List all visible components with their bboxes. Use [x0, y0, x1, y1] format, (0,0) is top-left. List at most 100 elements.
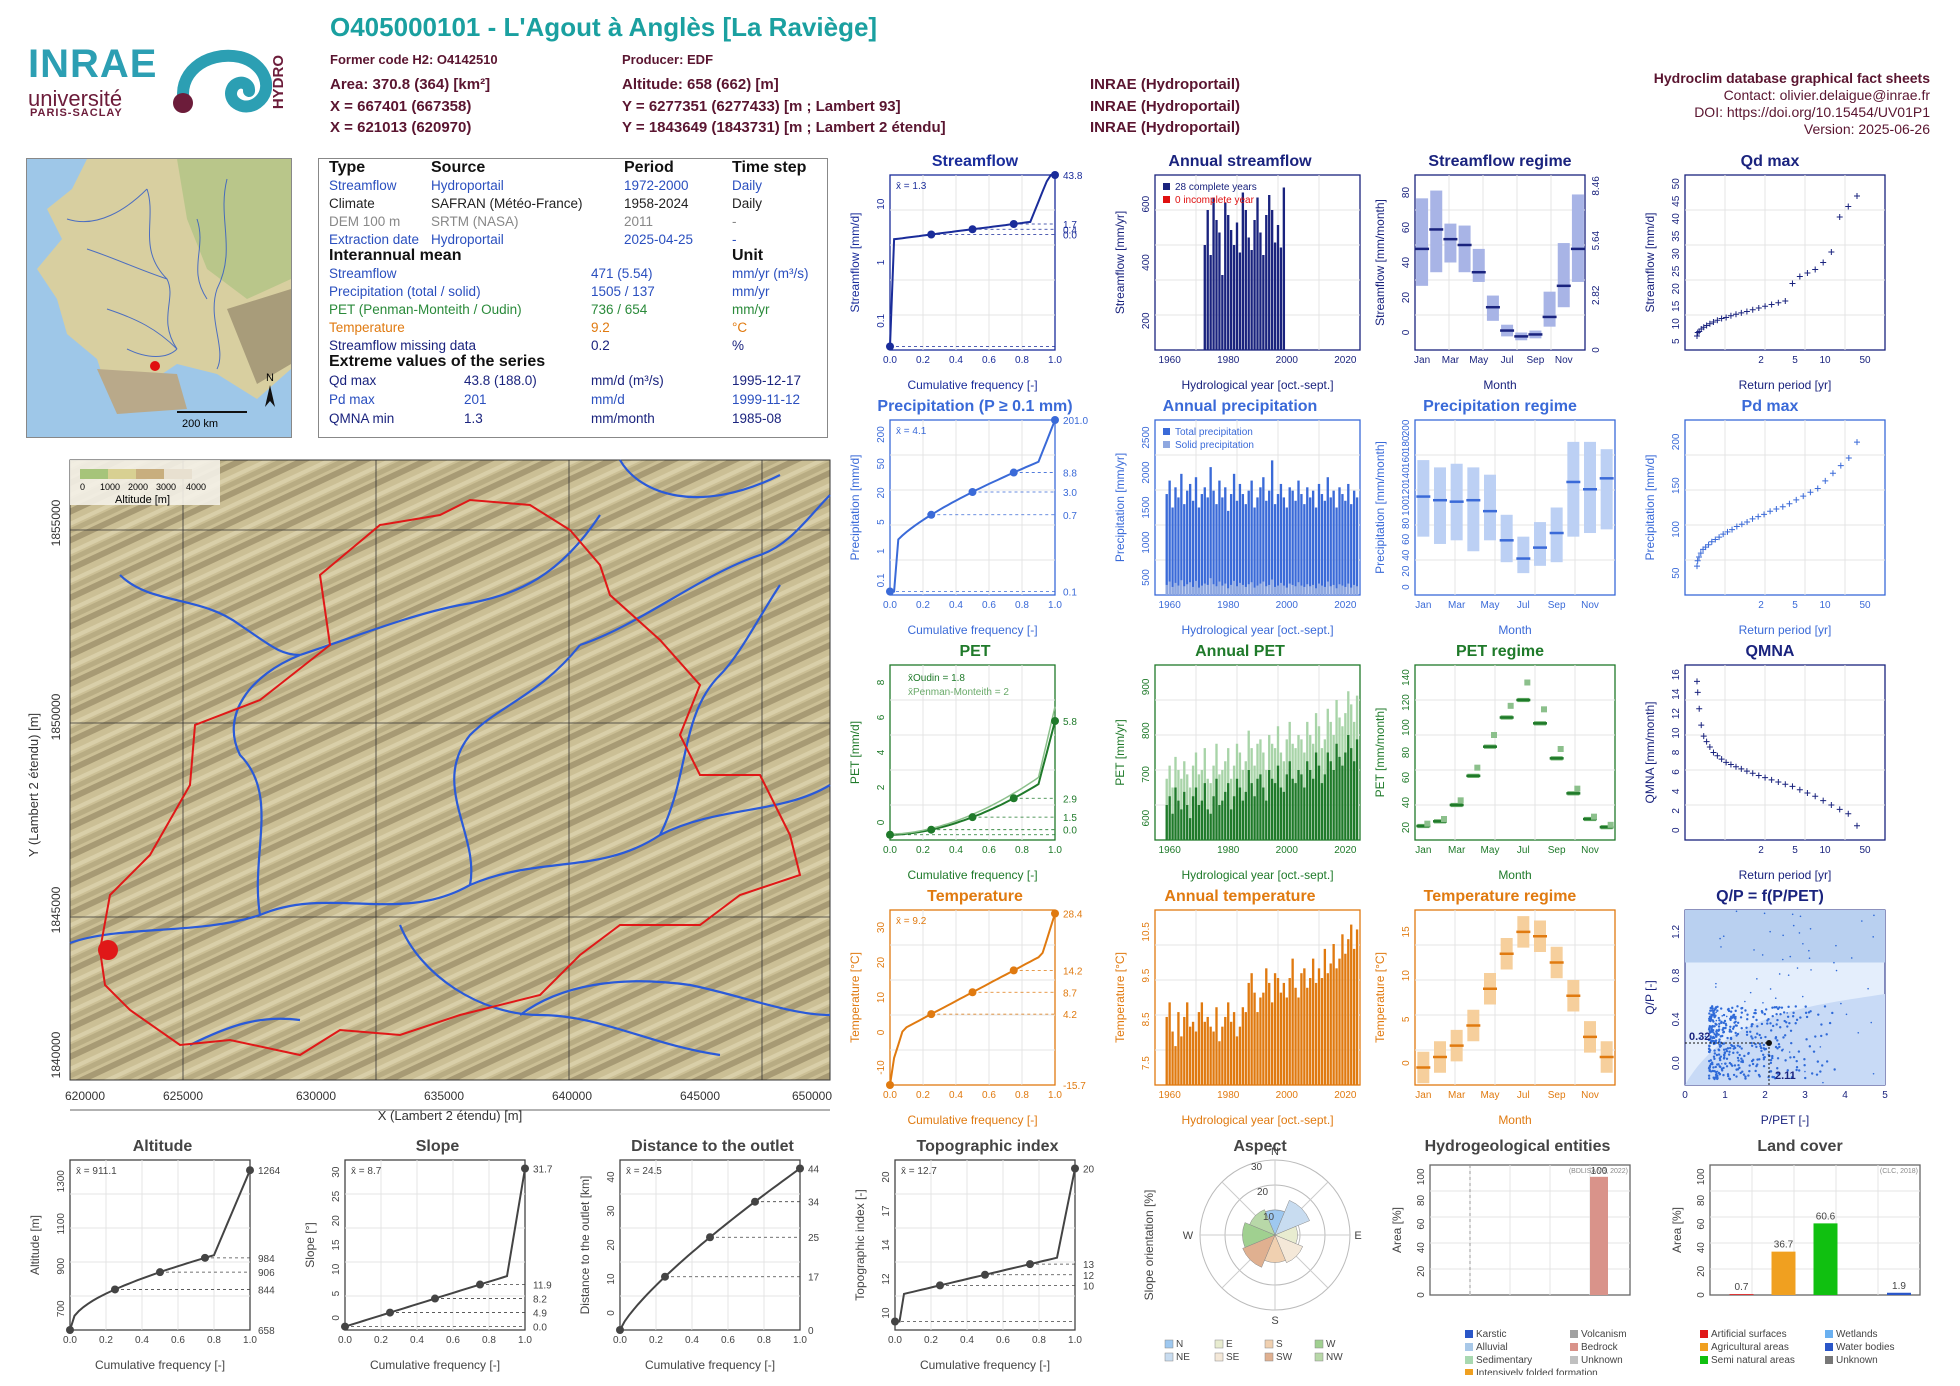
data-point [1787, 974, 1790, 976]
mean-label: x̄ = 8.7 [351, 1166, 382, 1177]
legend-entry: Volcanism [1581, 1329, 1627, 1340]
x-tick: 1980 [1217, 355, 1240, 366]
data-point [1713, 1032, 1716, 1036]
data-point [1743, 1054, 1746, 1058]
bar-solid [1311, 584, 1315, 595]
right-tick: 0.0 [1063, 231, 1077, 242]
legend-entry: 0 incomplete year [1175, 195, 1255, 206]
y-axis-label: Area [%] [1390, 1207, 1404, 1253]
bar-solid [1180, 580, 1183, 595]
chart-title: Hydrogeological entities [1425, 1138, 1611, 1155]
data-point [1734, 1031, 1737, 1035]
bar [1300, 774, 1303, 840]
data-point [1719, 1035, 1722, 1038]
data-point [1803, 1063, 1806, 1067]
legend-swatch [1163, 428, 1170, 435]
chart-title: Topographic index [917, 1138, 1059, 1155]
data-point [1756, 1063, 1759, 1066]
data-point [1784, 1059, 1787, 1062]
legend-swatch [1465, 1343, 1473, 1351]
bar-solid [1270, 579, 1274, 595]
bar [1244, 504, 1247, 595]
x-tick: 5 [1792, 845, 1798, 856]
data-point [1747, 1051, 1750, 1055]
data-point [1795, 1068, 1798, 1072]
plot-frame [69, 1159, 251, 1331]
y-tick: 40 [1671, 213, 1682, 225]
bar [1194, 477, 1198, 595]
y-tick: 1.2 [1671, 924, 1682, 938]
y-tick: 10 [1401, 970, 1412, 982]
data-point [1723, 759, 1730, 766]
legend-tick: 3000 [156, 482, 176, 492]
bar [1235, 222, 1239, 350]
data-point [1709, 1019, 1712, 1023]
y-axis-label: Streamflow [mm/month] [1373, 199, 1387, 326]
bar [1288, 487, 1291, 595]
data-point [1721, 1015, 1724, 1017]
data-point [1799, 1016, 1802, 1019]
data-point [1722, 935, 1725, 938]
bar [1320, 783, 1324, 840]
data-point [1708, 1069, 1711, 1073]
data-point [1762, 1064, 1766, 1068]
y-tick: 100 [1696, 1168, 1707, 1185]
data-point [1749, 1030, 1752, 1033]
data-point [1722, 1066, 1725, 1070]
data-point [1786, 500, 1793, 507]
data-point [1764, 1047, 1768, 1051]
direction-label: S [1271, 1315, 1278, 1327]
source-1: INRAE (Hydroportail) [1090, 76, 1240, 93]
x-tick: 2020 [1334, 355, 1357, 366]
y-axis-label: Area [%] [1670, 1207, 1684, 1253]
right-tick: 11.9 [533, 1281, 552, 1292]
bar-solid [1268, 584, 1271, 595]
data-point [1845, 1013, 1848, 1016]
bar [1238, 1026, 1242, 1085]
data-point [1754, 1042, 1757, 1046]
col-source: Source [431, 159, 486, 176]
x-tick: 5 [1792, 355, 1798, 366]
y-tick: 9.5 [1141, 968, 1152, 982]
x-tick: 0.2 [916, 1090, 930, 1101]
data-point [1762, 1056, 1766, 1059]
bar [1303, 787, 1306, 840]
plot-frame [889, 909, 1056, 1086]
x-tick: Jul [1517, 600, 1530, 611]
data-point [1759, 1036, 1763, 1040]
bar [1224, 202, 1227, 350]
chart-title: Q/P = f(P/PET) [1716, 888, 1824, 905]
bar-solid [1227, 588, 1230, 595]
y-tick: 15 [1671, 300, 1682, 312]
data-point [1762, 1001, 1764, 1004]
box-range [1430, 190, 1443, 273]
row-type: Streamflow [329, 178, 397, 193]
data-point [1728, 1077, 1731, 1080]
data-point [1752, 1015, 1755, 1019]
data-point [1722, 1031, 1725, 1034]
data-point [1779, 1026, 1782, 1029]
right-tick: 844 [258, 1285, 275, 1296]
y-tick: 4 [1671, 788, 1682, 794]
right-tick: 0.4 [1063, 225, 1077, 236]
bar [1332, 770, 1335, 840]
bar [1335, 507, 1338, 595]
box-range [1458, 225, 1471, 273]
bar [1188, 1026, 1192, 1085]
bar [1247, 770, 1250, 840]
x-tick: 0.6 [982, 845, 996, 856]
y-tick: 140 [1401, 467, 1412, 484]
chart-annual_streamflow: Annual streamflow Streamflow [mm/yr] Hydro… [1113, 153, 1361, 392]
bar [1206, 210, 1209, 350]
data-point [1731, 1064, 1734, 1067]
mean-label: Precipitation (total / solid) [329, 284, 481, 299]
box-range [1571, 194, 1584, 282]
map-grid [70, 460, 830, 1111]
data-point [1803, 1058, 1806, 1061]
y-tick: 2 [1671, 808, 1682, 814]
data-point [1694, 563, 1700, 570]
data-point [1775, 779, 1782, 786]
legend-swatch [1465, 1330, 1473, 1338]
bar-solid [1165, 584, 1168, 595]
bar [1329, 963, 1332, 1085]
